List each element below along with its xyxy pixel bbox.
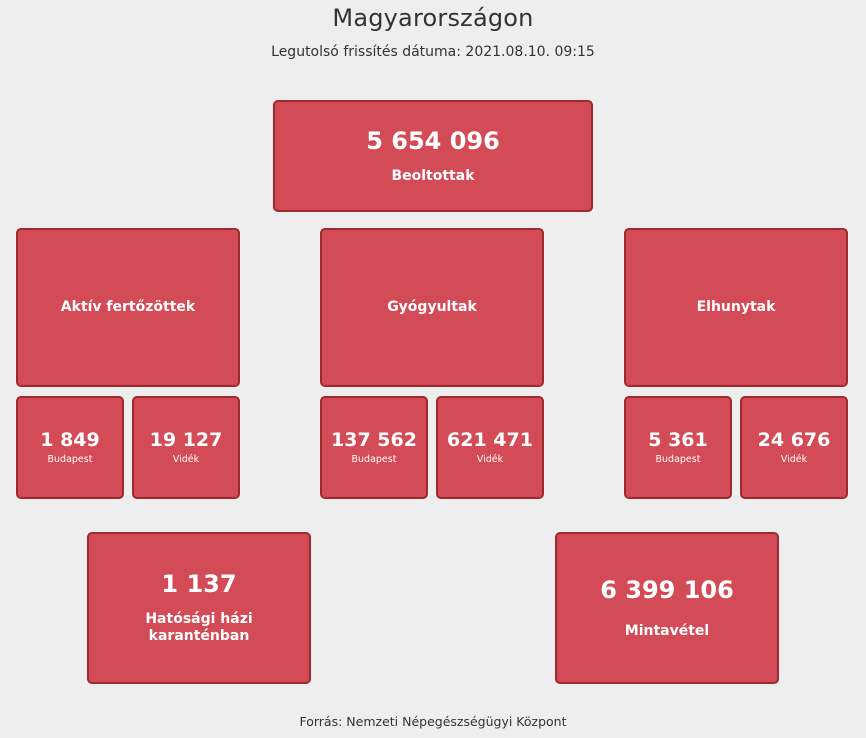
active-budapest-value: 1 849 [40,429,100,452]
deceased-budapest-value: 5 361 [648,429,708,452]
quarantine-label: Hatósági házi karanténban [145,610,253,645]
recovered-countryside-label: Vidék [476,454,504,466]
active-countryside-value: 19 127 [149,429,223,452]
active-label: Aktív fertőzöttek [60,298,196,315]
deceased-label: Elhunytak [696,298,776,315]
active-countryside-label: Vidék [172,454,200,466]
vaccinated-card: 5 654 096 Beoltottak [273,100,593,212]
vaccinated-label: Beoltottak [391,167,475,184]
active-countryside-card: 19 127 Vidék [132,396,240,499]
recovered-countryside-value: 621 471 [447,429,533,452]
quarantine-card: 1 137 Hatósági házi karanténban [87,532,311,684]
deceased-budapest-card: 5 361 Budapest [624,396,732,499]
recovered-card: Gyógyultak [320,228,544,387]
recovered-label: Gyógyultak [387,298,477,315]
samples-value: 6 399 106 [600,575,734,604]
deceased-budapest-label: Budapest [655,454,701,466]
recovered-budapest-card: 137 562 Budapest [320,396,428,499]
deceased-countryside-card: 24 676 Vidék [740,396,848,499]
deceased-card: Elhunytak [624,228,848,387]
active-budapest-card: 1 849 Budapest [16,396,124,499]
vaccinated-value: 5 654 096 [366,126,500,155]
source-footer: Forrás: Nemzeti Népegészségügyi Központ [299,714,567,729]
deceased-countryside-label: Vidék [780,454,808,466]
deceased-countryside-value: 24 676 [757,429,831,452]
recovered-budapest-label: Budapest [351,454,397,466]
recovered-countryside-card: 621 471 Vidék [436,396,544,499]
recovered-budapest-value: 137 562 [331,429,417,452]
active-budapest-label: Budapest [47,454,93,466]
quarantine-value: 1 137 [161,570,237,599]
samples-card: 6 399 106 Mintavétel [555,532,779,684]
page-title: Magyarországon [332,4,534,32]
samples-label: Mintavétel [624,622,710,639]
last-updated-text: Legutolsó frissítés dátuma: 2021.08.10. … [271,44,595,60]
active-card: Aktív fertőzöttek [16,228,240,387]
